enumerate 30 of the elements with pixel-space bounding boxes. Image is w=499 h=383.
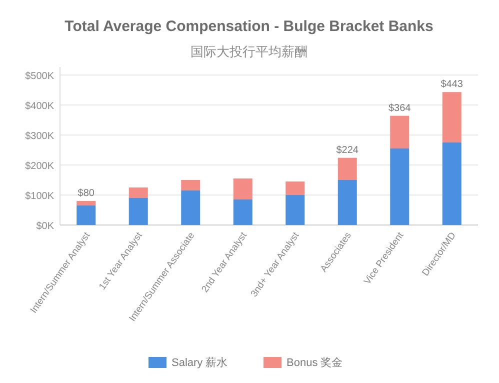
- bar: [442, 92, 462, 142]
- total-label: $443: [440, 79, 464, 90]
- y-tick-label: $100K: [25, 191, 54, 202]
- total-label: $224: [336, 144, 359, 156]
- bar: [128, 188, 148, 198]
- bar: [233, 178, 252, 200]
- bar: [338, 158, 357, 180]
- bar: [390, 116, 410, 148]
- total-label: $80: [78, 188, 95, 199]
- bar: [233, 200, 252, 225]
- legend-label: Bonus 奖金: [286, 357, 343, 369]
- bar: [338, 180, 357, 225]
- y-tick-label: $300K: [25, 131, 54, 142]
- legend-label: Salary 薪水: [172, 356, 228, 369]
- bar: [442, 142, 462, 225]
- bar: [181, 190, 200, 225]
- bar: [181, 180, 200, 190]
- bar: [76, 206, 96, 225]
- y-tick-label: $500K: [25, 71, 54, 82]
- bar: [76, 201, 96, 206]
- chart-subtitle: 国际大投行平均薪酬: [190, 44, 308, 59]
- bar: [286, 182, 305, 195]
- y-tick-label: $200K: [25, 161, 54, 172]
- bar: [390, 148, 410, 225]
- total-label: $364: [388, 102, 412, 114]
- y-tick-label: $0K: [36, 221, 54, 232]
- y-tick-label: $400K: [25, 101, 54, 112]
- chart-title: Total Average Compensation - Bulge Bracket Banks: [64, 18, 434, 35]
- bar: [286, 195, 305, 225]
- bar: [128, 198, 148, 225]
